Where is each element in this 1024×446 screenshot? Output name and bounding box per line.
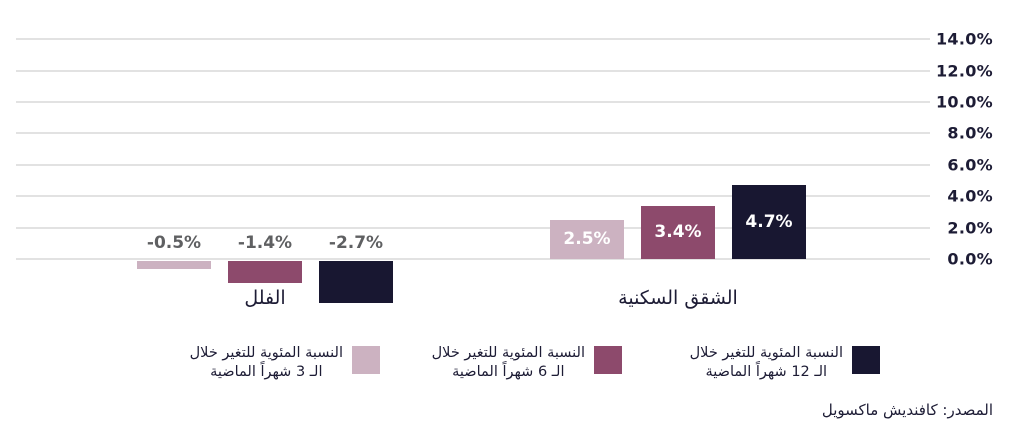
- bar-apartments-12m: 4.7%: [732, 185, 806, 259]
- legend-color-swatch: [352, 346, 380, 374]
- gridline-8.0%: [16, 132, 930, 135]
- bar-villas-6m: [228, 261, 302, 283]
- bar-value-label: 4.7%: [745, 212, 793, 233]
- bar-value-label: 2.5%: [563, 229, 611, 250]
- gridline-4.0%: [16, 195, 930, 198]
- gridline-12.0%: [16, 69, 930, 72]
- bar-apartments-6m: 3.4%: [641, 205, 715, 259]
- y-axis-tick-label: 0.0%: [947, 249, 993, 269]
- legend-item-label: النسبة المئوية للتغير خلال الـ 3 شهراً ال…: [189, 345, 343, 380]
- category-label-villas: الفلل: [244, 287, 286, 309]
- bar-apartments-3m: 2.5%: [550, 219, 624, 259]
- legend-color-swatch: [594, 346, 622, 374]
- gridline-2.0%: [16, 226, 930, 229]
- legend-item-label: النسبة المئوية للتغير خلال الـ 6 شهراً ال…: [431, 345, 585, 380]
- legend-item-12m: النسبة المئوية للتغير خلال الـ 12 شهراً ا…: [690, 344, 880, 382]
- bar-value-label: -1.4%: [237, 233, 293, 253]
- y-axis-tick-label: 12.0%: [935, 61, 993, 81]
- category-label-apartments: الشقق السكنية: [618, 287, 738, 309]
- gridline-0.0%: [16, 258, 930, 260]
- gridline-10.0%: [16, 101, 930, 103]
- y-axis-tick-label: 14.0%: [935, 29, 993, 49]
- y-axis-tick-label: 6.0%: [947, 155, 993, 175]
- bar-villas-12m: [319, 261, 393, 304]
- bar-villas-3m: [137, 261, 211, 269]
- legend-color-swatch: [852, 346, 880, 374]
- y-axis-tick-label: 8.0%: [947, 123, 993, 143]
- bar-value-label: -0.5%: [146, 233, 202, 253]
- legend-item-3m: النسبة المئوية للتغير خلال الـ 3 شهراً ال…: [190, 344, 380, 382]
- bar-value-label: 3.4%: [654, 222, 702, 243]
- y-axis-tick-label: 10.0%: [935, 92, 993, 112]
- gridline-14.0%: [16, 38, 930, 41]
- gridline-6.0%: [16, 163, 930, 166]
- legend-item-6m: النسبة المئوية للتغير خلال الـ 6 شهراً ال…: [432, 344, 622, 382]
- y-axis-tick-label: 2.0%: [947, 218, 993, 238]
- source-note: المصدر: كافنديش ماكسويل: [821, 401, 993, 419]
- legend-item-label: النسبة المئوية للتغير خلال الـ 12 شهراً ا…: [689, 345, 843, 380]
- y-axis-tick-label: 4.0%: [947, 186, 993, 206]
- bar-value-label: -2.7%: [328, 233, 384, 253]
